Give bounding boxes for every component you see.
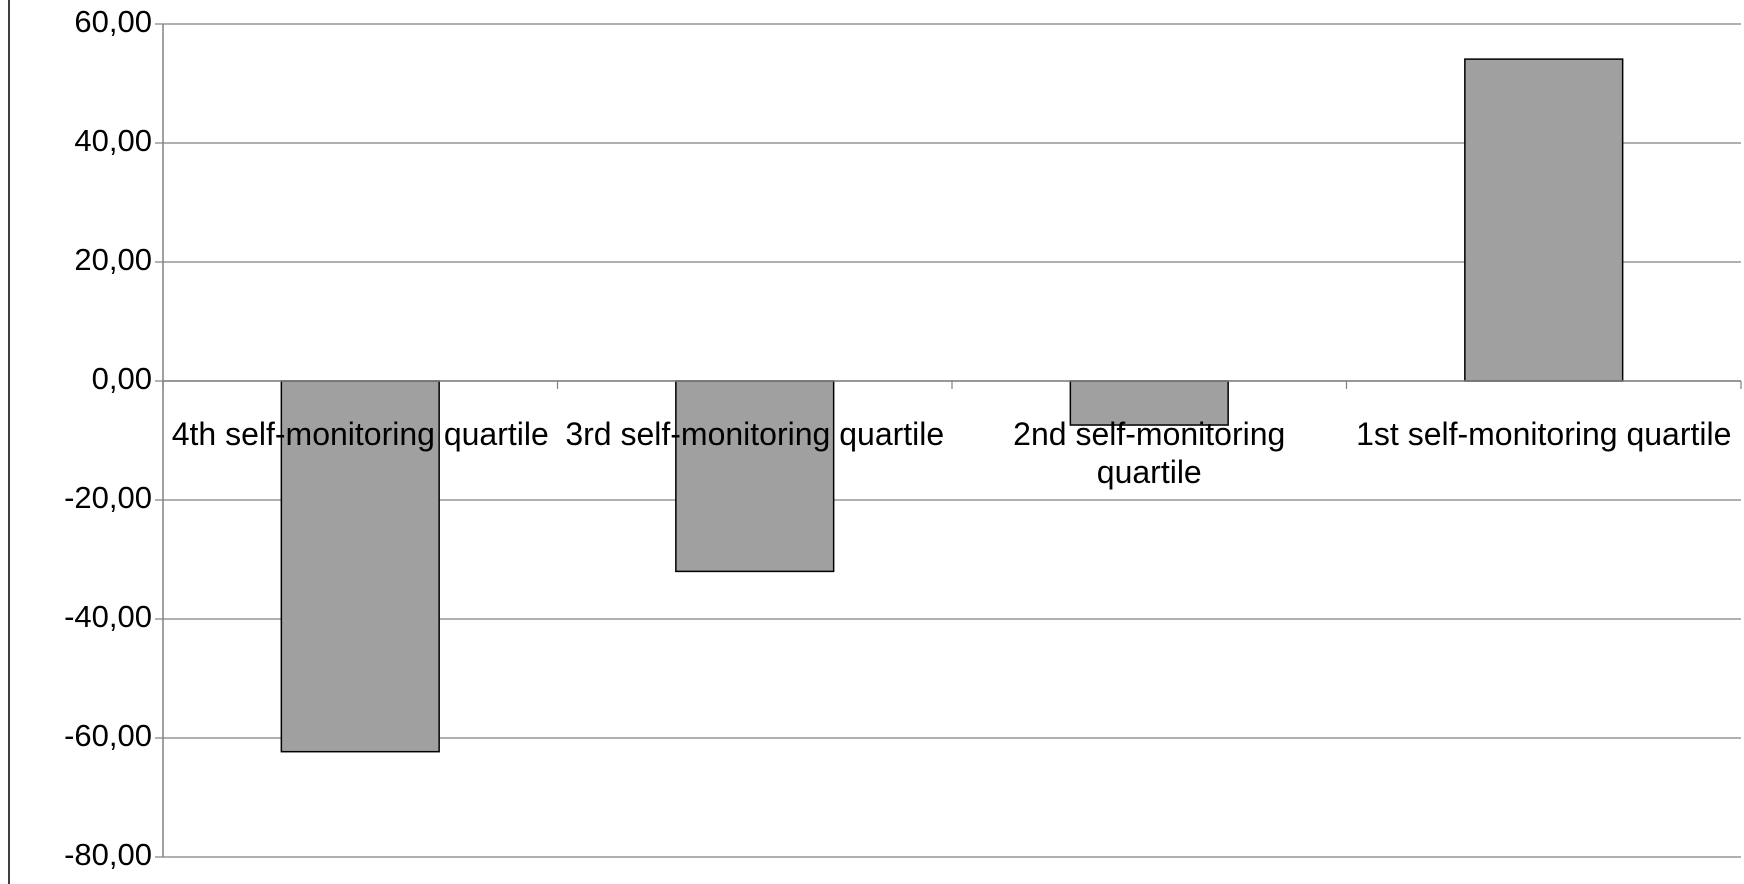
y-tick-label: 20,00 [74, 242, 152, 277]
y-tick-label: 60,00 [74, 4, 152, 39]
y-tick-label: -40,00 [64, 599, 152, 634]
x-tick-label: 4th self-monitoring quartile [171, 416, 549, 452]
x-tick-label: 3rd self-monitoring quartile [565, 416, 945, 452]
bar [1464, 58, 1624, 382]
y-tick-label: -20,00 [64, 480, 152, 515]
y-tick-label: -60,00 [64, 718, 152, 753]
y-tick-label: 0,00 [92, 361, 152, 396]
y-tick-label: 40,00 [74, 123, 152, 158]
x-tick-label: 2nd self-monitoring quartile [1013, 416, 1286, 490]
x-tick-label: 1st self-monitoring quartile [1356, 416, 1732, 452]
bar [1069, 380, 1229, 426]
bar [280, 380, 440, 753]
bar [675, 380, 835, 573]
y-tick-label: -80,00 [64, 837, 152, 872]
